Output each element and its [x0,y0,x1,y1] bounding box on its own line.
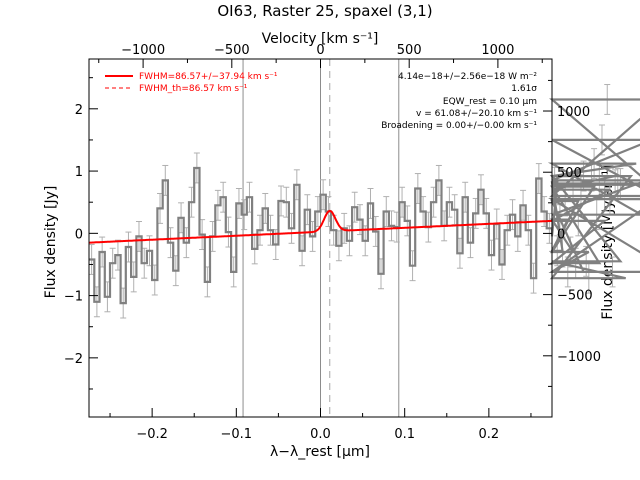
annotation-significance: 1.61σ [511,84,537,94]
top-tick-label: 1000 [481,43,514,58]
spectrum-line [89,98,640,305]
axis-ticks: −0.2 −0.1 0.0 0.1 0.2 −2 −1 0 1 2 −1000 −500 0 500 100… [64,43,601,442]
annotation-line-flux: 4.14e−18+/−2.56e−18 W m⁻² [398,72,537,82]
model-fit-line [88,209,552,244]
chart-title: OI63, Raster 25, spaxel (3,1) [217,2,432,20]
top-tick-label: −500 [214,43,250,58]
right-tick-label: −1000 [557,350,601,365]
y-axis-label-right: Flux density [MJy sr⁻¹] [600,164,616,319]
x-tick-label: 0.1 [394,427,415,442]
y-tick-label: 0 [75,227,83,242]
y-tick-label: 1 [75,165,83,180]
x-tick-label: −0.1 [221,427,253,442]
top-axis-label: Velocity [km s⁻¹] [262,31,379,47]
x-tick-label: −0.2 [136,427,168,442]
annotation-broadening: Broadening = 0.00+/−0.00 km s⁻¹ [381,121,537,131]
top-tick-label: −1000 [121,43,165,58]
right-tick-label: 500 [557,166,582,181]
reference-lines [242,59,400,417]
x-axis-label: λ−λ_rest [μm] [270,444,370,460]
x-tick-label: 0.2 [479,427,500,442]
right-tick-label: −500 [557,289,593,304]
y-tick-label: −2 [64,352,83,367]
y-tick-label: −1 [64,290,83,305]
x-tick-label: 0.0 [310,427,331,442]
right-tick-label: 1000 [557,105,590,120]
annotation-eqw: EQW_rest = 0.10 μm [443,97,537,107]
right-tick-label: 0 [557,227,565,242]
legend-label-fwhm-th: FWHM_th=86.57 km s⁻¹ [139,84,248,94]
annotation-velocity: v = 61.08+/−20.10 km s⁻¹ [416,109,537,119]
legend-label-fwhm: FWHM=86.57+/−37.94 km s⁻¹ [139,72,278,82]
top-tick-label: 0 [316,43,324,58]
y-tick-label: 2 [75,103,83,118]
legend: FWHM=86.57+/−37.94 km s⁻¹ FWHM_th=86.57 … [105,72,278,94]
fit-annotations: 4.14e−18+/−2.56e−18 W m⁻² 1.61σ EQW_rest… [381,72,537,131]
y-axis-label-left: Flux density [Jy] [43,186,59,299]
top-tick-label: 500 [397,43,422,58]
